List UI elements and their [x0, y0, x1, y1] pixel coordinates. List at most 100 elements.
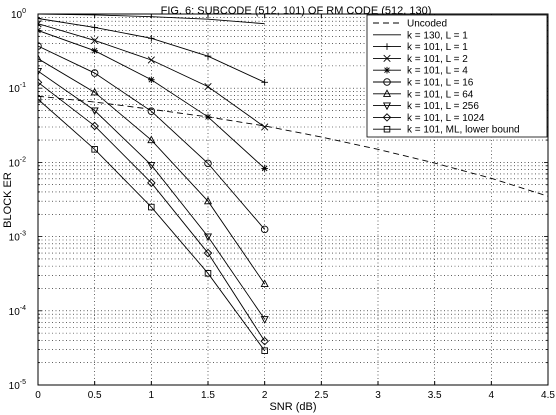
legend-entry: Uncoded: [373, 19, 447, 30]
x-axis-label: SNR (dB): [269, 401, 316, 413]
data-point: [260, 316, 269, 324]
series-k-101-l-1: [38, 15, 268, 86]
data-point: [147, 178, 156, 188]
data-point: [204, 52, 212, 60]
series-k-101-l-64: [38, 54, 269, 288]
data-point: [38, 68, 43, 76]
series-layer: [38, 14, 548, 354]
data-point: [91, 47, 98, 55]
legend-label: k = 101, L = 16: [407, 78, 474, 89]
x-tick-label: 0.5: [88, 390, 102, 401]
data-point: [38, 54, 43, 62]
data-point: [204, 113, 212, 121]
data-point: [383, 66, 391, 74]
series-k-101-l-1024: [38, 78, 269, 346]
data-point: [382, 113, 392, 122]
data-point: [382, 102, 392, 111]
data-point: [383, 125, 391, 133]
data-point: [261, 79, 268, 86]
y-tick-label: 100: [11, 8, 26, 21]
tick-layer: 0 0.5 1 1.5 2 2.5 3 3.5 4 4.5 10-5 10-4 10-3 10-2 10-1…: [9, 8, 556, 401]
data-point: [90, 69, 99, 77]
data-point: [90, 121, 99, 131]
data-point: [261, 347, 268, 354]
legend-entry: k = 101, L = 16: [373, 78, 474, 89]
legend-entry: k = 101, L = 2: [373, 54, 468, 65]
x-tick-label: 2.5: [314, 390, 328, 401]
legend-label: k = 101, L = 1: [407, 42, 468, 53]
data-point: [203, 196, 213, 205]
data-point: [38, 20, 42, 28]
series-k-101-l-2: [38, 20, 269, 131]
legend-label: k = 101, L = 4: [407, 66, 468, 77]
legend-entry: k = 101, L = 256: [373, 101, 479, 112]
legend-entry: k = 101, L = 1: [373, 42, 468, 53]
data-point: [148, 76, 155, 84]
series-line: [38, 14, 265, 25]
legend-label: k = 101, L = 64: [407, 89, 474, 100]
x-tick-label: 4.5: [541, 390, 555, 401]
data-point: [91, 146, 98, 153]
data-point: [383, 78, 391, 86]
data-point: [90, 107, 99, 116]
series-k-101-ml-lower-bound: [38, 95, 268, 354]
x-tick-label: 3.5: [428, 390, 442, 401]
legend-entry: k = 101, L = 1024: [373, 113, 485, 124]
series-line: [38, 95, 548, 197]
data-point: [261, 123, 269, 131]
data-point: [91, 36, 99, 45]
legend-label: k = 101, L = 256: [407, 101, 479, 112]
data-point: [147, 135, 156, 144]
y-tick-label: 10-3: [9, 231, 26, 244]
x-tick-label: 3: [375, 390, 381, 401]
plot-frame: [37, 13, 549, 386]
data-point: [260, 225, 269, 234]
data-point: [147, 161, 156, 170]
legend-box: [366, 14, 548, 138]
series-line: [38, 45, 266, 230]
data-point: [204, 270, 212, 277]
legend-label: k = 130, L = 1: [407, 30, 468, 41]
grid-layer: [38, 14, 548, 385]
data-point: [38, 78, 43, 87]
x-tick-label: 1: [149, 390, 155, 401]
series-line: [38, 58, 266, 285]
data-point: [91, 24, 98, 31]
y-tick-label: 10-5: [9, 379, 26, 392]
y-tick-label: 10-2: [9, 156, 26, 169]
x-tick-label: 0: [35, 390, 41, 401]
data-point: [383, 43, 391, 50]
series-line: [38, 81, 266, 342]
data-point: [148, 35, 155, 42]
data-point: [382, 89, 392, 97]
data-point: [203, 233, 213, 242]
data-point: [38, 95, 42, 103]
data-point: [204, 83, 212, 91]
x-tick-label: 2: [262, 390, 268, 401]
data-point: [38, 15, 42, 22]
legend-label: k = 101, ML, lower bound: [407, 125, 520, 136]
series-line: [38, 70, 266, 320]
data-point: [260, 336, 269, 346]
legend-entry: k = 101, L = 64: [373, 89, 474, 100]
legend-label: k = 101, L = 2: [407, 54, 468, 65]
series-line: [38, 98, 266, 351]
x-tick-label: 4: [489, 390, 495, 401]
x-tick-label: 1.5: [201, 390, 215, 401]
data-point: [261, 165, 268, 172]
series-k-101-l-256: [38, 68, 269, 324]
data-point: [147, 107, 156, 115]
legend-entry: k = 130, L = 1: [373, 30, 468, 41]
y-tick-label: 10-4: [9, 305, 26, 318]
data-point: [148, 203, 155, 211]
series-k-101-l-4: [38, 27, 268, 172]
legend-entry: k = 101, L = 4: [373, 66, 468, 77]
legend-label: k = 101, L = 1024: [407, 113, 485, 124]
series-k-130-l-1: [38, 14, 265, 25]
data-point: [260, 279, 269, 288]
data-point: [203, 248, 213, 258]
legend-label: Uncoded: [407, 19, 447, 30]
data-point: [90, 87, 99, 96]
